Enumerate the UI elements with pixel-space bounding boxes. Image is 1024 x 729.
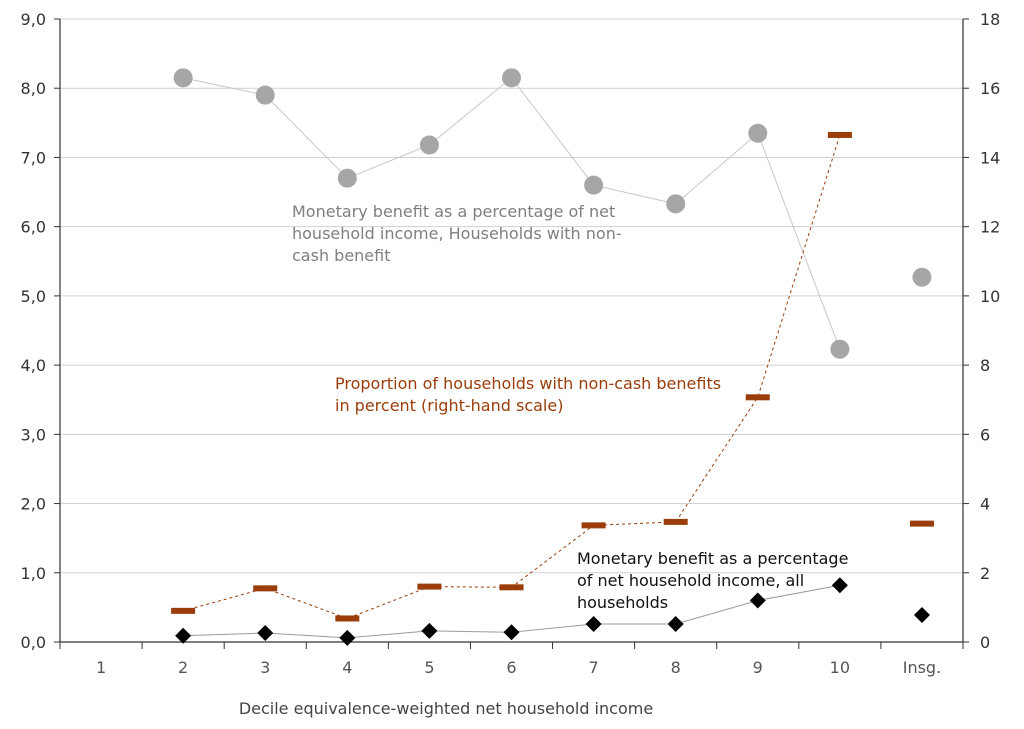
- diamond-marker: [585, 616, 602, 633]
- diamond-marker: [421, 622, 438, 639]
- y-left-tick-label: 4,0: [21, 356, 46, 375]
- dash-marker: [827, 131, 852, 138]
- diamond-marker: [913, 607, 930, 624]
- x-tick-label: 10: [830, 658, 850, 677]
- y-left-tick-label: 1,0: [21, 564, 46, 583]
- grid-lines: [60, 18, 963, 574]
- diamond-marker: [339, 629, 356, 646]
- y-left-tick-label: 3,0: [21, 425, 46, 444]
- dash-marker: [663, 518, 688, 525]
- diamond-marker: [503, 624, 520, 641]
- y-left-tick-label: 5,0: [21, 287, 46, 306]
- diamond-marker: [831, 577, 848, 594]
- x-tick-label: 3: [260, 658, 270, 677]
- series-annotation-line: Monetary benefit as a percentage of net: [292, 202, 615, 221]
- series-annotation-line: households: [577, 593, 668, 612]
- x-tick-label: 1: [96, 658, 106, 677]
- x-tick-label: 9: [753, 658, 763, 677]
- dash-marker: [335, 615, 360, 622]
- y-right-tick-label: 12: [980, 218, 1000, 237]
- series-annotation-line: household income, Households with non-: [292, 224, 622, 243]
- x-tick-label: 2: [178, 658, 188, 677]
- series-annotation-line: in percent (right-hand scale): [335, 396, 563, 415]
- y-right-tick-label: 14: [980, 148, 1000, 167]
- y-right-tick-label: 6: [980, 425, 990, 444]
- annotations: Monetary benefit as a percentage of net h…: [292, 202, 848, 612]
- diamond-marker: [175, 627, 192, 644]
- y-right-tick-label: 0: [980, 633, 990, 652]
- circle-marker: [337, 168, 357, 188]
- tick-labels: 0,01,02,03,04,05,06,07,08,09,00246810121…: [21, 10, 1001, 677]
- x-tick-label: 5: [424, 658, 434, 677]
- y-left-tick-label: 7,0: [21, 148, 46, 167]
- diamond-marker: [667, 616, 684, 633]
- series-annotation-line: Proportion of households with non-cash b…: [335, 374, 721, 393]
- series-annotation-line: of net household income, all: [577, 571, 804, 590]
- y-left-tick-label: 2,0: [21, 495, 46, 514]
- circle-marker: [502, 68, 521, 88]
- dash-marker: [417, 583, 442, 590]
- y-left-tick-label: 8,0: [21, 79, 46, 98]
- series-markers: [171, 68, 934, 646]
- dash-marker: [909, 520, 934, 527]
- x-axis-label: Decile equivalence-weighted net househol…: [239, 699, 653, 718]
- y-right-tick-label: 18: [980, 10, 1000, 29]
- dash-marker: [253, 585, 278, 592]
- circle-marker: [912, 267, 932, 287]
- y-right-tick-label: 10: [980, 287, 1000, 306]
- x-tick-label: 4: [342, 658, 352, 677]
- axes: [54, 18, 969, 649]
- circle-marker: [830, 339, 850, 359]
- dash-marker: [745, 394, 770, 401]
- circle-marker: [173, 68, 193, 88]
- x-tick-label: 8: [671, 658, 681, 677]
- circle-marker: [255, 85, 275, 105]
- circle-marker: [666, 194, 686, 214]
- y-right-tick-label: 4: [980, 495, 990, 514]
- y-left-tick-label: 9,0: [21, 10, 46, 29]
- circle-marker: [584, 175, 604, 195]
- x-tick-label: Insg.: [903, 658, 941, 677]
- circle-marker: [748, 123, 768, 143]
- y-left-tick-label: 6,0: [21, 218, 46, 237]
- y-right-tick-label: 16: [980, 79, 1000, 98]
- series-annotation-line: Monetary benefit as a percentage: [577, 549, 848, 568]
- circle-marker: [419, 135, 439, 155]
- dash-marker: [171, 607, 196, 614]
- diamond-marker: [749, 592, 766, 609]
- y-left-tick-label: 0,0: [21, 633, 46, 652]
- x-tick-label: 7: [588, 658, 598, 677]
- dash-marker: [499, 584, 524, 591]
- series-annotation-line: cash benefit: [292, 246, 391, 265]
- x-tick-label: 6: [506, 658, 516, 677]
- y-right-tick-label: 2: [980, 564, 990, 583]
- diamond-marker: [257, 625, 274, 642]
- y-right-tick-label: 8: [980, 356, 990, 375]
- dash-marker: [581, 522, 606, 529]
